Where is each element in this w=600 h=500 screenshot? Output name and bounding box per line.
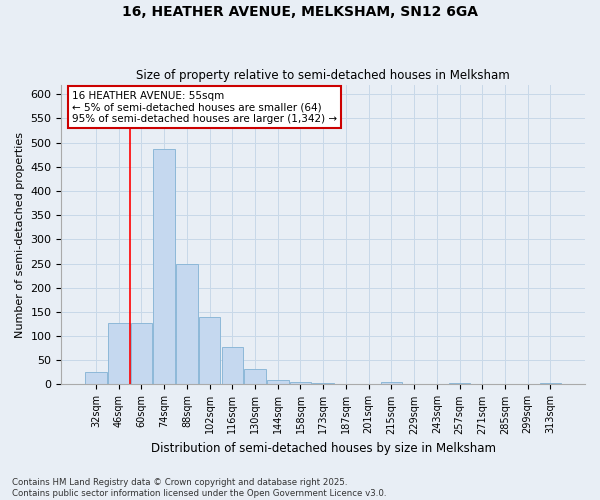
Bar: [176, 264, 197, 384]
Bar: [199, 316, 220, 384]
Bar: [539, 383, 561, 384]
Text: 16, HEATHER AVENUE, MELKSHAM, SN12 6GA: 16, HEATHER AVENUE, MELKSHAM, SN12 6GA: [122, 5, 478, 19]
Y-axis label: Number of semi-detached properties: Number of semi-detached properties: [15, 132, 25, 338]
Bar: [290, 382, 311, 384]
Bar: [85, 372, 107, 384]
Bar: [244, 369, 266, 384]
Bar: [131, 322, 152, 384]
Title: Size of property relative to semi-detached houses in Melksham: Size of property relative to semi-detach…: [136, 69, 510, 82]
Text: Contains HM Land Registry data © Crown copyright and database right 2025.
Contai: Contains HM Land Registry data © Crown c…: [12, 478, 386, 498]
Text: 16 HEATHER AVENUE: 55sqm
← 5% of semi-detached houses are smaller (64)
95% of se: 16 HEATHER AVENUE: 55sqm ← 5% of semi-de…: [72, 90, 337, 124]
Bar: [221, 346, 243, 385]
Bar: [154, 149, 175, 384]
X-axis label: Distribution of semi-detached houses by size in Melksham: Distribution of semi-detached houses by …: [151, 442, 496, 455]
Bar: [108, 322, 130, 384]
Bar: [380, 382, 402, 384]
Bar: [267, 380, 289, 384]
